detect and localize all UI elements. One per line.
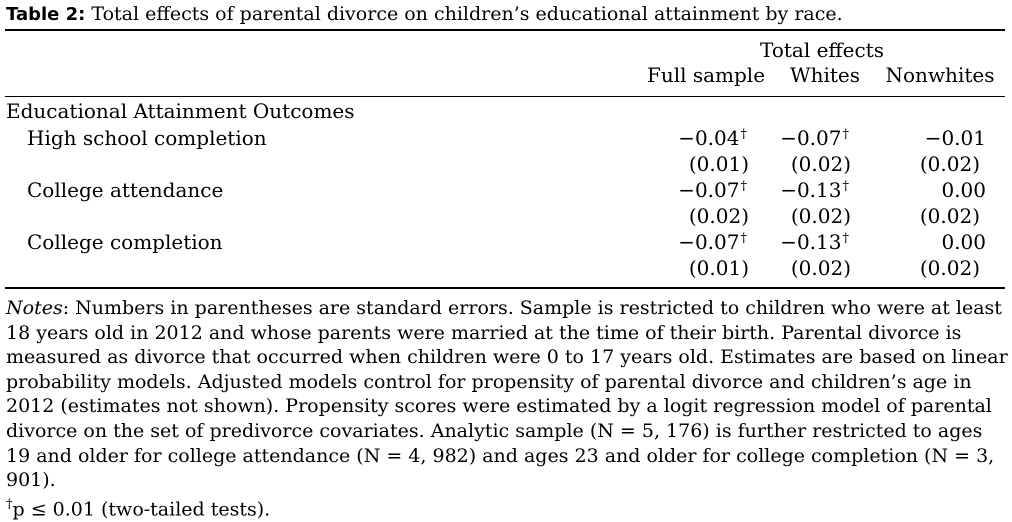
header-rule xyxy=(5,96,1005,97)
column-header-nonwhites: Nonwhites xyxy=(885,63,995,87)
top-rule xyxy=(5,29,1005,31)
standard-error-cell: (0.02) xyxy=(919,256,980,280)
estimate-value: 0.00 xyxy=(941,230,986,254)
significance-marker: † xyxy=(740,179,748,194)
significance-marker: † xyxy=(740,127,748,142)
row-label: College attendance xyxy=(27,178,224,202)
footnote: †p ≤ 0.01 (two-tailed tests). xyxy=(6,493,1008,522)
estimate-value: −0.07† xyxy=(678,230,747,254)
significance-marker: † xyxy=(740,231,748,246)
notes-text: : Numbers in parentheses are standard er… xyxy=(6,297,1008,492)
footnote-text: p ≤ 0.01 (two-tailed tests). xyxy=(12,498,271,521)
column-group-header: Total effects xyxy=(760,38,884,62)
standard-error-cell: (0.01) xyxy=(688,152,749,176)
significance-marker: † xyxy=(842,127,850,142)
standard-error-cell: (0.02) xyxy=(919,152,980,176)
column-header-full-sample: Full sample xyxy=(646,63,766,87)
standard-error-cell: (0.02) xyxy=(919,204,980,228)
standard-error-cell: (0.02) xyxy=(790,152,851,176)
significance-marker: † xyxy=(842,231,850,246)
standard-error-cell: (0.02) xyxy=(688,204,749,228)
row-label: College completion xyxy=(27,230,223,254)
significance-marker: † xyxy=(842,179,850,194)
column-header-whites: Whites xyxy=(790,63,860,87)
estimate-value: −0.13† xyxy=(780,230,849,254)
table-label: Table 2: xyxy=(6,4,86,25)
estimate-value: 0.00 xyxy=(941,178,986,202)
notes-paragraph: Notes: Numbers in parentheses are standa… xyxy=(6,296,1008,493)
section-label: Educational Attainment Outcomes xyxy=(6,99,355,123)
estimate-value: −0.01 xyxy=(924,126,986,150)
estimate-value: −0.07† xyxy=(780,126,849,150)
estimate-cell: −0.07† xyxy=(678,230,747,254)
table-notes: Notes: Numbers in parentheses are standa… xyxy=(6,296,1008,522)
estimate-cell: −0.04† xyxy=(678,126,747,150)
notes-label: Notes xyxy=(6,297,63,319)
standard-error-cell: (0.02) xyxy=(790,204,851,228)
estimate-value: −0.13† xyxy=(780,178,849,202)
estimate-cell: 0.00 xyxy=(941,178,986,202)
estimate-cell: −0.07† xyxy=(678,178,747,202)
estimate-cell: −0.13† xyxy=(780,178,849,202)
standard-error-cell: (0.01) xyxy=(688,256,749,280)
estimate-value: −0.04† xyxy=(678,126,747,150)
estimate-cell: −0.13† xyxy=(780,230,849,254)
estimate-cell: 0.00 xyxy=(941,230,986,254)
estimate-value: −0.07† xyxy=(678,178,747,202)
estimate-cell: −0.01 xyxy=(925,126,986,150)
standard-error-cell: (0.02) xyxy=(790,256,851,280)
table-title: Total effects of parental divorce on chi… xyxy=(91,3,843,25)
bottom-rule xyxy=(5,287,1005,289)
estimate-cell: −0.07† xyxy=(780,126,849,150)
table-caption: Table 2: Total effects of parental divor… xyxy=(6,3,843,25)
row-label: High school completion xyxy=(27,126,267,150)
